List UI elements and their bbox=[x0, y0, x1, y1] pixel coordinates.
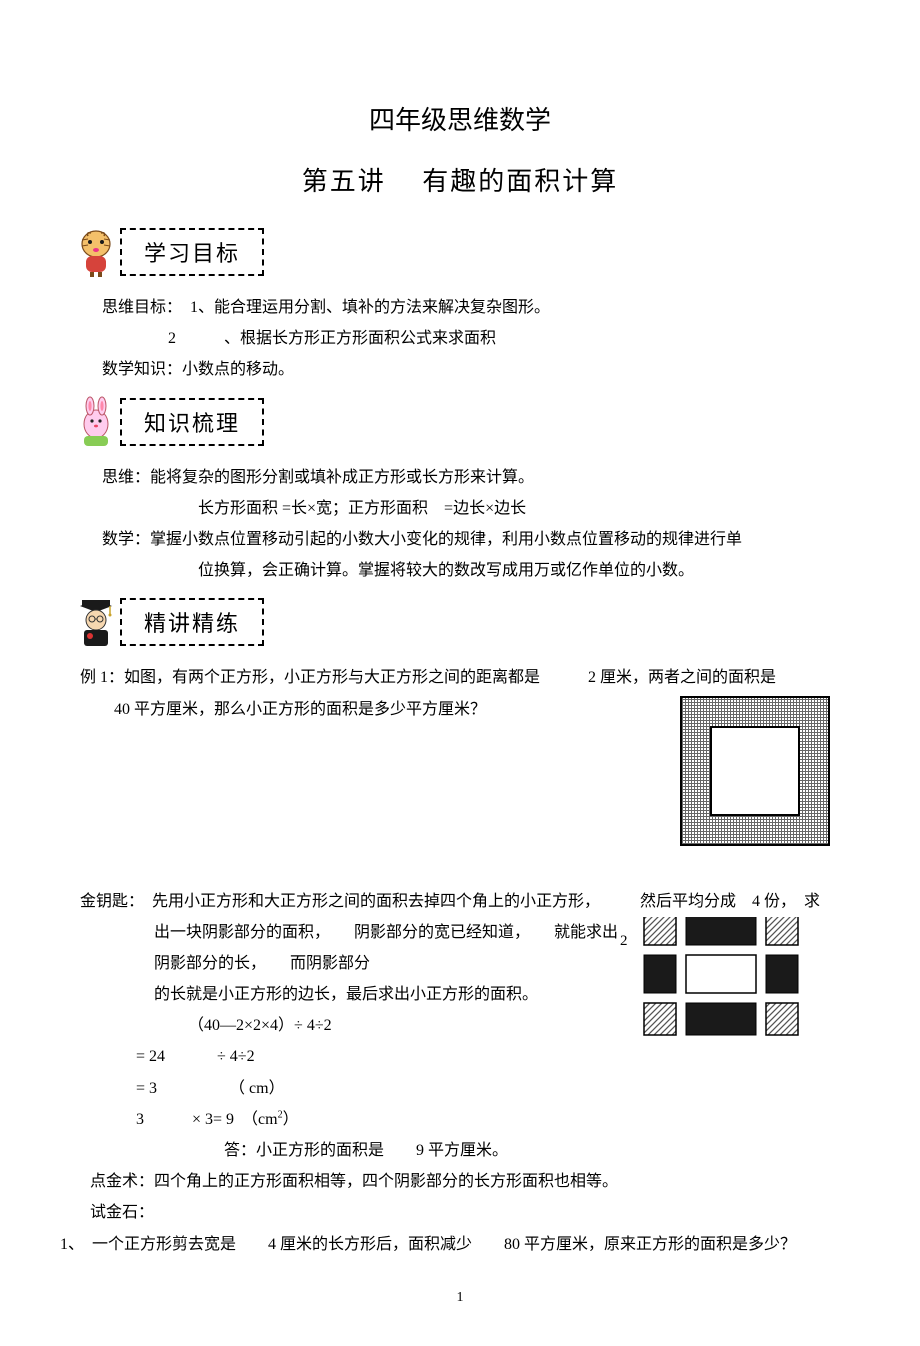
example1-line1: 例 1：如图，有两个正方形，小正方形与大正方形之间的距离都是 2 厘米，两者之间… bbox=[80, 669, 776, 686]
section-goals-header: 学习目标 bbox=[74, 226, 860, 278]
scholar-icon bbox=[74, 596, 118, 648]
key-line1: 金钥匙： 先用小正方形和大正方形之间的面积去掉四个角上的小正方形， 然后平均分成… bbox=[80, 893, 820, 910]
stone-label-text: 试金石： bbox=[90, 1204, 154, 1221]
fig2-label-top: 2 bbox=[730, 917, 738, 924]
fig2-label-left: 2 bbox=[620, 927, 628, 956]
doc-title: 四年级思维数学 bbox=[60, 100, 860, 137]
key-calc4: 3 × 3= 9 （cm2） bbox=[80, 1104, 860, 1135]
section-review-label: 知识梳理 bbox=[120, 398, 264, 446]
goals-text: 思维目标： 1、能合理运用分割、填补的方法来解决复杂图形。 2 、根据长方形正方… bbox=[60, 292, 860, 386]
key-calc4b: ） bbox=[283, 1111, 299, 1128]
tip-text: 点金术：四个角上的正方形面积相等，四个阴影部分的长方形面积也相等。 bbox=[60, 1166, 860, 1197]
section-review-header: 知识梳理 bbox=[74, 396, 860, 448]
review-text: 思维：能将复杂的图形分割或填补成正方形或长方形来计算。 长方形面积 =长×宽；正… bbox=[60, 462, 860, 587]
tip-line: 点金术：四个角上的正方形面积相等，四个阴影部分的长方形面积也相等。 bbox=[90, 1173, 618, 1190]
review-line3: 数学：掌握小数点位置移动引起的小数大小变化的规律，利用小数点位置移动的规律进行单 bbox=[102, 531, 742, 548]
review-line1: 思维：能将复杂的图形分割或填补成正方形或长方形来计算。 bbox=[102, 469, 534, 486]
section-goals-label: 学习目标 bbox=[120, 228, 264, 276]
section-practice-label: 精讲精练 bbox=[120, 598, 264, 646]
goals-line1: 思维目标： 1、能合理运用分割、填补的方法来解决复杂图形。 bbox=[102, 299, 550, 316]
q1-text: 1、 一个正方形剪去宽是 4 厘米的长方形后，面积减少 80 平方厘米，原来正方… bbox=[60, 1236, 796, 1253]
review-line4: 位换算，会正确计算。掌握将较大的数改写成用万或亿作单位的小数。 bbox=[102, 555, 694, 586]
stone-label: 试金石： bbox=[60, 1197, 860, 1228]
goals-line3: 数学知识：小数点的移动。 bbox=[102, 361, 294, 378]
key-text: 金钥匙： 先用小正方形和大正方形之间的面积去掉四个角上的小正方形， 然后平均分成… bbox=[60, 886, 860, 1167]
tiger-icon bbox=[74, 226, 118, 278]
section-practice-header: 精讲精练 bbox=[74, 596, 860, 648]
example1-text: 例 1：如图，有两个正方形，小正方形与大正方形之间的距离都是 2 厘米，两者之间… bbox=[60, 662, 860, 855]
key-calc4a: 3 × 3= 9 （cm bbox=[136, 1111, 278, 1128]
figure-exploded-squares: 2 2 bbox=[634, 917, 814, 1049]
question-1: 1、 一个正方形剪去宽是 4 厘米的长方形后，面积减少 80 平方厘米，原来正方… bbox=[60, 1229, 860, 1260]
rabbit-icon bbox=[74, 396, 118, 448]
figure-concentric-squares bbox=[680, 696, 830, 846]
review-line2: 长方形面积 =长×宽；正方形面积 =边长×边长 bbox=[102, 493, 526, 524]
example1-line2: 40 平方厘米，那么小正方形的面积是多少平方厘米？ bbox=[80, 694, 486, 725]
key-calc3: = 3 （ cm） bbox=[80, 1073, 860, 1104]
key-answer: 答：小正方形的面积是 9 平方厘米。 bbox=[80, 1135, 860, 1166]
goals-line2: 2 、根据长方形正方形面积公式来求面积 bbox=[102, 323, 860, 354]
doc-subtitle: 第五讲 有趣的面积计算 bbox=[60, 161, 860, 198]
